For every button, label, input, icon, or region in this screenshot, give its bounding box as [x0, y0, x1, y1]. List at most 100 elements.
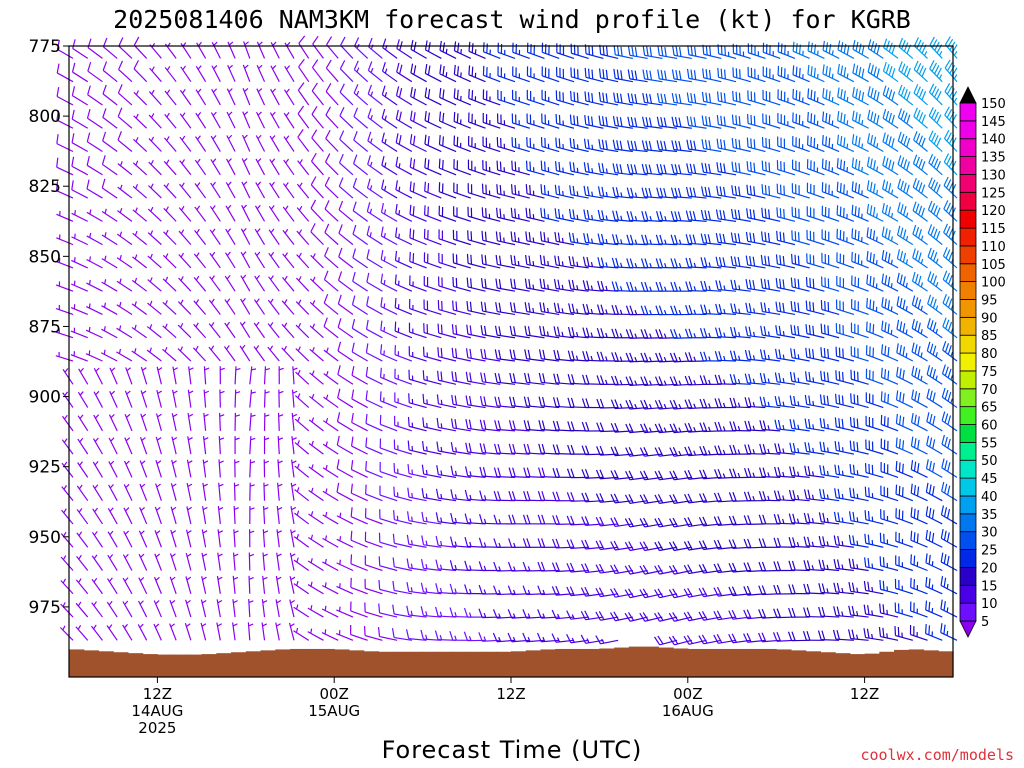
colorbar-swatch [959, 370, 977, 390]
wind-barb [581, 468, 604, 479]
wind-barb [553, 302, 575, 316]
wind-barb [380, 250, 398, 269]
wind-barb [847, 629, 869, 641]
wind-barb [178, 252, 192, 269]
wind-barb [338, 247, 354, 269]
wind-barb [61, 461, 74, 478]
wind-barb [881, 226, 899, 246]
wind-barb [255, 134, 266, 152]
wind-barb [837, 40, 855, 59]
wind-barb [941, 434, 958, 455]
wind-barb [171, 413, 178, 431]
wind-barb [624, 564, 648, 575]
wind-barb [294, 440, 310, 455]
wind-barb [525, 207, 545, 222]
wind-barb [925, 600, 943, 618]
surface-column [673, 648, 689, 677]
wind-barb [510, 278, 530, 292]
surface-column [658, 647, 674, 677]
wind-barb [395, 133, 413, 153]
wind-barb [192, 345, 207, 362]
wind-barb [508, 443, 530, 455]
wind-barb [807, 64, 825, 83]
wind-barb [790, 324, 810, 339]
wind-barb [584, 114, 604, 129]
wind-barb [185, 599, 192, 618]
wind-barb [324, 176, 339, 199]
wind-barb [102, 61, 118, 83]
surface-column [393, 651, 409, 677]
wind-barb [309, 300, 324, 315]
wind-barb [339, 60, 354, 83]
colorbar-label: 110 [981, 240, 1006, 255]
wind-barb [896, 272, 914, 292]
wind-barb [163, 229, 177, 246]
wind-barb [865, 415, 884, 432]
wind-barb [716, 185, 737, 199]
wind-barb [910, 483, 928, 502]
wind-barb [172, 366, 178, 385]
wind-barb [364, 531, 383, 548]
wind-barb [760, 278, 781, 292]
wind-barb [820, 347, 840, 362]
colorbar-swatch [959, 174, 977, 193]
wind-barb [728, 586, 751, 597]
wind-barb [595, 493, 619, 503]
wind-barb [850, 346, 869, 362]
wind-barb [537, 585, 560, 596]
wind-barb [773, 490, 795, 502]
colorbar-label: 105 [981, 258, 1006, 273]
wind-barb [761, 184, 781, 199]
wind-barb [819, 417, 840, 432]
wind-barb [195, 65, 207, 82]
wind-barb [881, 250, 899, 269]
wind-barb [179, 159, 192, 176]
wind-barb [774, 466, 795, 478]
wind-barb [423, 228, 442, 246]
wind-barb [580, 586, 604, 597]
wind-barb [106, 600, 118, 618]
wind-barb [367, 61, 383, 83]
wind-barb [807, 88, 825, 106]
wind-barb [437, 276, 457, 292]
wind-barb [700, 257, 722, 269]
wind-barb [164, 89, 177, 106]
wind-barb [525, 160, 545, 176]
wind-barb [218, 436, 225, 455]
wind-barb [216, 622, 222, 641]
wind-barb [249, 529, 255, 548]
wind-barb [596, 422, 619, 433]
wind-barb [941, 364, 958, 385]
wind-barb [732, 90, 751, 106]
wind-barb [276, 552, 282, 571]
wind-barb [568, 208, 589, 222]
wind-barb [155, 460, 162, 478]
wind-barb [270, 88, 280, 106]
wind-barb [669, 446, 692, 457]
wind-barb [467, 206, 486, 222]
wind-barb [56, 157, 74, 176]
colorbar-label: 150 [981, 97, 1006, 112]
wind-barb [353, 107, 369, 129]
wind-barb [910, 530, 928, 548]
wind-barb [295, 369, 310, 385]
wind-barb [481, 254, 501, 269]
wind-barb [139, 436, 148, 455]
wind-barb [438, 182, 457, 199]
wind-barb [510, 207, 530, 222]
wind-barb [162, 253, 177, 269]
wind-barb [407, 440, 427, 455]
wind-barb [482, 89, 501, 106]
surface-column [245, 651, 262, 677]
wind-barb [278, 366, 284, 385]
wind-barb [282, 228, 295, 245]
wind-barb [728, 609, 751, 620]
wind-barb [612, 116, 633, 129]
wind-barb [927, 247, 943, 269]
wind-barb [296, 229, 310, 246]
wind-barb [467, 136, 486, 153]
wind-barb [70, 280, 88, 292]
colorbar-swatch [959, 263, 977, 283]
wind-barb [686, 116, 707, 129]
wind-barb [716, 114, 737, 129]
